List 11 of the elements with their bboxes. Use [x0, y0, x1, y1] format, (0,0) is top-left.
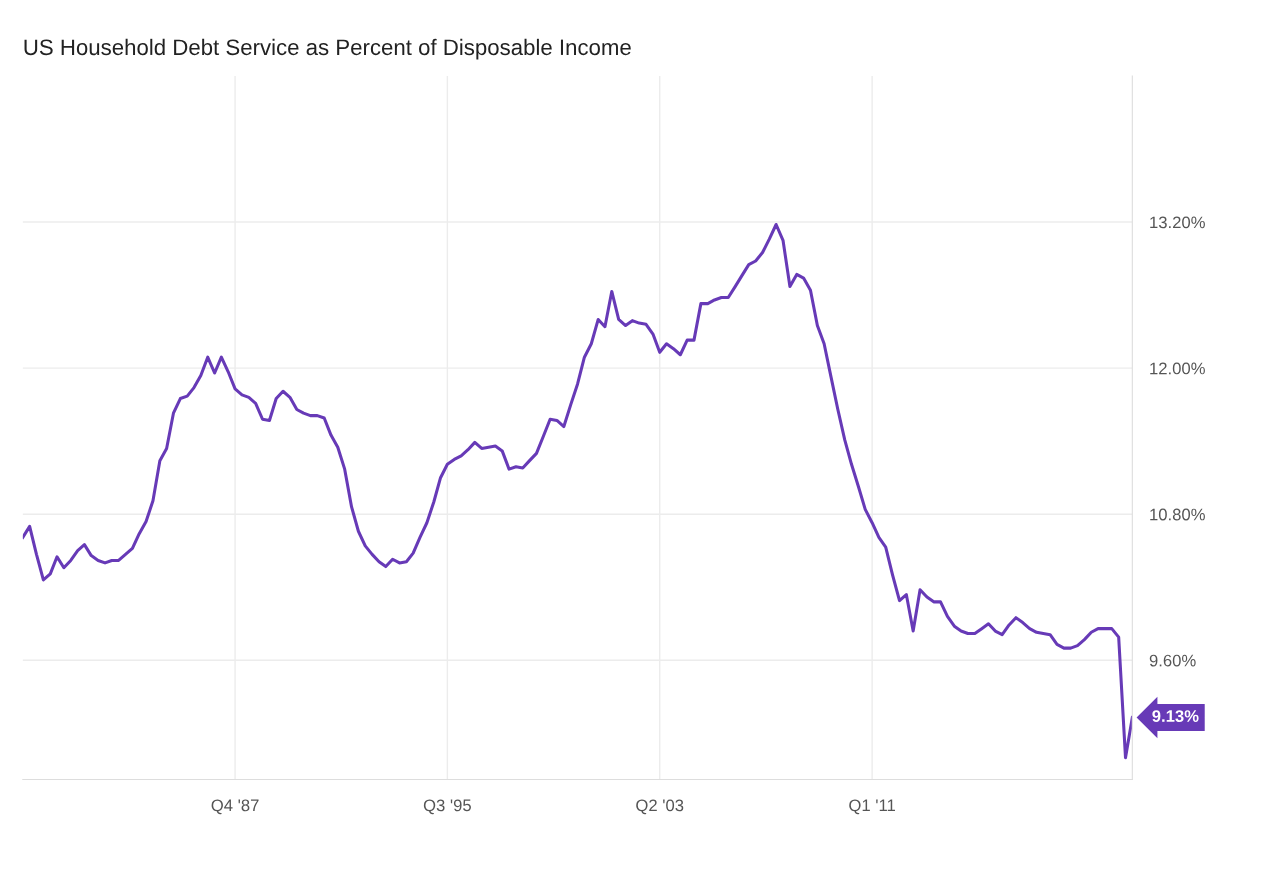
line-series — [22, 222, 1133, 760]
x-tick-label: Q4 '87 — [211, 799, 259, 815]
x-tick-label: Q2 '03 — [636, 799, 684, 815]
y-tick-label: 10.80% — [1150, 508, 1205, 521]
chart-title: US Household Debt Service as Percent of Disposable Income — [24, 38, 631, 60]
y-tick-label: 12.00% — [1150, 362, 1205, 375]
x-tick-label: Q1 '11 — [849, 799, 895, 815]
y-tick-label: 9.60% — [1149, 654, 1196, 667]
x-tick-label: Q3 '95 — [423, 799, 471, 815]
y-tick-label: 13.20% — [1150, 216, 1205, 229]
annotation: 9.13% — [1152, 710, 1199, 722]
